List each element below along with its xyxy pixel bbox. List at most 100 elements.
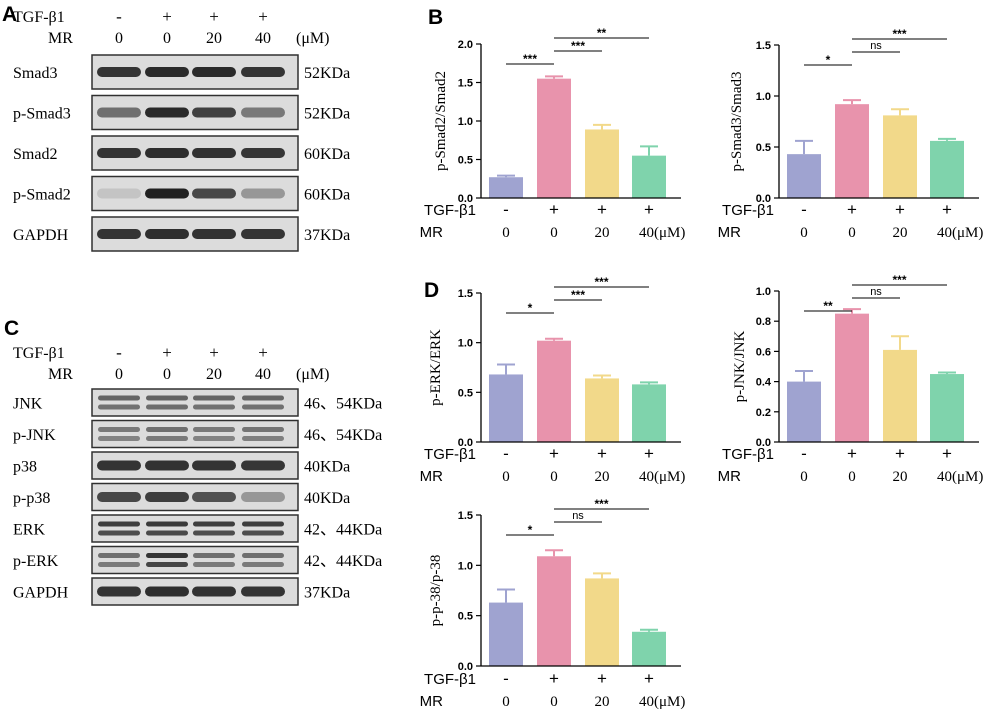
y-tick-label: 0.0 bbox=[458, 193, 473, 205]
blot-band bbox=[193, 436, 235, 441]
dose-value: 0 bbox=[550, 225, 558, 241]
blot-treatment-value: + bbox=[209, 7, 219, 26]
blot-row: p-ERK 42、44KDa bbox=[13, 545, 382, 575]
bar-chart: 0.0 0.5 1.0 1.5 p-p-38/p-38 * ns *** TGF-β1 - + + + M… bbox=[420, 497, 686, 710]
blot-band bbox=[242, 395, 284, 401]
bar-charts: 0.00.51.01.52.0p-Smad2/Smad2********TGF-… bbox=[420, 26, 984, 710]
y-axis-label: p-Smad3/Smad3 bbox=[729, 72, 745, 172]
dose-value: 40(μM) bbox=[937, 225, 983, 241]
bar bbox=[585, 129, 619, 198]
bar bbox=[632, 631, 666, 666]
blot-band bbox=[146, 436, 188, 441]
dose-value: 20 bbox=[595, 469, 610, 485]
blot-band bbox=[193, 553, 235, 558]
dose-value: 0 bbox=[502, 225, 510, 241]
dose-value: 20 bbox=[595, 225, 610, 241]
y-tick-label: 1.5 bbox=[458, 78, 473, 90]
blot-treatment-value: + bbox=[258, 343, 268, 362]
blot-row: ERK 42、44KDa bbox=[13, 514, 382, 543]
treatment-value: - bbox=[503, 200, 509, 219]
blot-band bbox=[241, 188, 285, 199]
blot-band bbox=[241, 148, 285, 158]
treatment-value: + bbox=[644, 669, 654, 688]
blot-band bbox=[98, 530, 140, 536]
blot-band bbox=[146, 521, 188, 527]
blot-molecular-weight: 42、44KDa bbox=[304, 522, 382, 539]
bar-chart: 0.0 0.2 0.4 0.6 0.8 1.0 p-JNK/JNK ** ns *** TGF-β1… bbox=[718, 273, 984, 485]
treatment-value: + bbox=[895, 444, 905, 463]
blot-row: GAPDH 37KDa bbox=[13, 577, 350, 606]
blot-protein-label: Smad3 bbox=[13, 65, 57, 82]
blot-band bbox=[97, 229, 141, 239]
y-tick-label: 1.5 bbox=[756, 40, 771, 52]
dose-value: 0 bbox=[848, 225, 856, 241]
blot-band bbox=[192, 229, 236, 239]
blot-band bbox=[192, 148, 236, 158]
blot-unit: (μM) bbox=[296, 366, 329, 383]
blot-protein-label: JNK bbox=[13, 396, 43, 413]
blot-band bbox=[145, 460, 189, 471]
dose-value: 0 bbox=[800, 469, 808, 485]
y-tick-label: 1.5 bbox=[458, 288, 473, 300]
blot-band bbox=[242, 427, 284, 432]
treatment-value: + bbox=[847, 444, 857, 463]
blot-row: Smad3 52KDa bbox=[13, 54, 350, 90]
dose-label: MR bbox=[420, 224, 443, 241]
blot-protein-label: p-JNK bbox=[13, 427, 56, 444]
blot-molecular-weight: 60KDa bbox=[304, 146, 350, 163]
blot-band bbox=[241, 67, 285, 77]
western-blot-c: TGF-β1 - + + + MR 0 0 20 40 (μM) JNK 46、54KDa p-JNK 46… bbox=[13, 343, 382, 606]
treatment-label: TGF-β1 bbox=[722, 202, 774, 219]
blot-band bbox=[193, 404, 235, 410]
dose-label: MR bbox=[718, 224, 741, 241]
bar bbox=[489, 177, 523, 198]
treatment-value: + bbox=[644, 444, 654, 463]
blot-unit: (μM) bbox=[296, 30, 329, 47]
blot-band bbox=[192, 586, 236, 597]
blot-dose-value: 20 bbox=[206, 366, 222, 383]
dose-value: 40(μM) bbox=[937, 469, 983, 485]
blot-band bbox=[241, 586, 285, 597]
panel-label-d: D bbox=[424, 279, 439, 302]
blot-band bbox=[97, 67, 141, 77]
dose-value: 40(μM) bbox=[639, 694, 685, 710]
panel-labels: A B C D bbox=[2, 3, 443, 340]
blot-band bbox=[97, 460, 141, 471]
blot-band bbox=[146, 427, 188, 432]
blot-band bbox=[242, 436, 284, 441]
blot-band bbox=[241, 229, 285, 239]
blot-molecular-weight: 42、44KDa bbox=[304, 553, 382, 570]
significance-label: *** bbox=[594, 497, 608, 511]
blot-row: GAPDH 37KDa bbox=[13, 216, 350, 252]
blot-band bbox=[192, 460, 236, 471]
western-blot-a: TGF-β1 - + + + MR 0 0 20 40 (μM) Smad3 52KDa p-Smad3 5… bbox=[13, 7, 350, 252]
treatment-value: + bbox=[942, 444, 952, 463]
significance-label: * bbox=[528, 301, 533, 315]
significance-label: ** bbox=[823, 299, 833, 313]
y-tick-label: 0.5 bbox=[458, 387, 473, 399]
dose-value: 20 bbox=[893, 469, 908, 485]
blot-band bbox=[241, 107, 285, 118]
bar bbox=[489, 374, 523, 442]
blot-band bbox=[145, 188, 189, 199]
blot-band bbox=[192, 188, 236, 199]
blot-row: p-Smad3 52KDa bbox=[13, 94, 350, 131]
y-tick-label: 2.0 bbox=[458, 39, 473, 51]
bar bbox=[930, 374, 964, 442]
blot-row: p-p38 40KDa bbox=[13, 482, 350, 512]
treatment-label: TGF-β1 bbox=[424, 202, 476, 219]
y-tick-label: 0.4 bbox=[756, 377, 772, 389]
blot-band bbox=[242, 562, 284, 567]
y-tick-label: 0.0 bbox=[458, 661, 473, 673]
blot-protein-label: ERK bbox=[13, 522, 45, 539]
panel-label-c: C bbox=[4, 317, 19, 340]
dose-value: 20 bbox=[893, 225, 908, 241]
blot-band bbox=[145, 148, 189, 158]
y-tick-label: 1.0 bbox=[756, 286, 771, 298]
y-tick-label: 1.0 bbox=[458, 560, 473, 572]
blot-band bbox=[193, 562, 235, 567]
treatment-label: TGF-β1 bbox=[424, 671, 476, 688]
blot-row: p-JNK 46、54KDa bbox=[13, 419, 382, 449]
blot-molecular-weight: 52KDa bbox=[304, 65, 350, 82]
